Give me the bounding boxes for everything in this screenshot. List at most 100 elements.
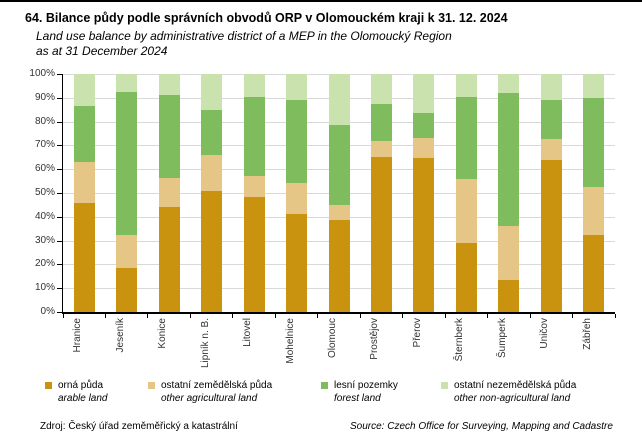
bar-segment-forest-land-Jesen-k <box>116 91 138 235</box>
y-axis-tick <box>57 121 62 123</box>
bar-segment-other-non-agricultural-land--ternberk <box>455 74 477 97</box>
x-axis-tick <box>232 314 234 318</box>
bar-segment-arable-land-Konice <box>158 207 180 312</box>
bar-segment-forest-land-Olomouc <box>328 125 350 205</box>
source-czech: Zdroj: Český úřad zeměměřický a katastrá… <box>40 421 238 432</box>
legend-label-en: arable land <box>58 393 108 404</box>
chart-title-czech: 64. Bilance půdy podle správních obvodů … <box>25 11 508 25</box>
bar-segment-other-agricultural-land-Z-b-eh <box>583 187 605 235</box>
y-axis-label: 70% <box>34 139 55 151</box>
legend-item-other-agricultural-land: ostatní zemědělská půda other agricultur… <box>148 380 272 404</box>
bar-segment-other-non-agricultural-land-Z-b-eh <box>583 74 605 98</box>
bar-segment-other-non-agricultural-land-Konice <box>158 74 180 96</box>
bar-segment-other-non-agricultural-land-Jesen-k <box>116 74 138 92</box>
chart-title-english-line2: as at 31 December 2024 <box>36 44 168 58</box>
legend-swatch-forest-land <box>321 382 328 389</box>
x-axis-tick <box>317 314 319 318</box>
x-axis-tick <box>147 314 149 318</box>
y-axis-label: 50% <box>34 187 55 198</box>
legend-item-forest-land: lesní pozemky forest land <box>321 380 398 404</box>
y-axis-tick <box>57 193 62 194</box>
legend-label-cs: orná půda <box>58 380 104 391</box>
bar-segment-forest-land-Uni-ov <box>540 100 562 140</box>
chart-title-english: Land use balance by administrative distr… <box>36 29 452 59</box>
bar-segment-forest-land-Z-b-eh <box>583 97 605 188</box>
x-axis-label-Uni-ov: Uničov <box>539 318 551 349</box>
bar-segment-other-agricultural-land--umperk <box>498 226 520 280</box>
x-axis-tick <box>189 314 191 318</box>
legend-swatch-other-agricultural-land <box>148 382 155 389</box>
x-axis-label-Hranice: Hranice <box>72 318 84 353</box>
y-axis-label: 20% <box>34 258 55 270</box>
bar-segment-other-non-agricultural-land-Olomouc <box>328 74 350 126</box>
bar-segment-other-agricultural-land-Olomouc <box>328 204 350 221</box>
x-axis-tick <box>572 314 574 318</box>
legend-label-cs: lesní pozemky <box>334 380 398 391</box>
legend-label-en: other agricultural land <box>161 393 258 404</box>
bar-segment-forest-land-Litovel <box>243 96 265 177</box>
y-axis-tick <box>57 169 62 171</box>
x-axis-tick <box>62 314 64 318</box>
x-axis-label--umperk: Šumperk <box>496 318 508 359</box>
legend-label-en: forest land <box>334 393 381 404</box>
x-axis-tick <box>487 314 489 318</box>
bar-segment-forest-land-Hranice <box>73 106 95 163</box>
x-axis-line <box>62 312 615 314</box>
bar-segment-arable-land-Uni-ov <box>540 159 562 312</box>
y-axis-label: 10% <box>34 282 55 294</box>
x-axis-tick <box>529 314 531 318</box>
y-axis-tick <box>57 264 62 266</box>
bar-segment-other-agricultural-land-Mohelnice <box>286 183 308 215</box>
y-axis-tick <box>57 74 62 75</box>
bar-segment-other-non-agricultural-land-Lipn-k-n-B- <box>201 74 223 110</box>
y-axis-tick <box>57 240 62 242</box>
y-axis-tick <box>57 97 62 99</box>
bar-segment-arable-land-Mohelnice <box>286 214 308 312</box>
y-axis-label: 90% <box>34 91 55 103</box>
bar-segment-other-agricultural-land--ternberk <box>455 178 477 243</box>
y-axis-label: 30% <box>34 234 55 246</box>
bar-segment-forest-land-Konice <box>158 95 180 178</box>
y-axis-tick <box>57 145 62 147</box>
x-axis-label-Litovel: Litovel <box>242 318 254 347</box>
bar-segment-arable-land-P-erov <box>413 158 435 312</box>
y-axis-tick <box>57 288 62 290</box>
x-axis-label-P-erov: Přerov <box>411 318 423 348</box>
bar-segment-arable-land--umperk <box>498 279 520 312</box>
y-axis-label: 40% <box>34 210 55 222</box>
bar-segment-other-agricultural-land-Konice <box>158 177 180 208</box>
bar-segment-arable-land--ternberk <box>455 242 477 312</box>
x-axis-label-Z-b-eh: Zábřeh <box>581 318 593 350</box>
bar-segment-arable-land-Litovel <box>243 196 265 312</box>
y-axis-label: 100% <box>29 68 55 79</box>
chart-title-english-line1: Land use balance by administrative distr… <box>36 29 452 43</box>
bar-segment-other-non-agricultural-land-Hranice <box>73 74 95 107</box>
bar-segment-forest-land--ternberk <box>455 96 477 179</box>
bar-segment-forest-land--umperk <box>498 93 520 227</box>
x-axis-tick <box>104 314 106 318</box>
x-axis-label-Prost-jov: Prostějov <box>369 318 381 360</box>
legend-label-en: other non-agricultural land <box>454 393 571 404</box>
bar-segment-other-non-agricultural-land-Uni-ov <box>540 74 562 101</box>
legend-label-cs: ostatní zemědělská půda <box>161 380 273 391</box>
bar-segment-other-agricultural-land-Hranice <box>73 162 95 203</box>
bar-segment-other-non-agricultural-land-Prost-jov <box>370 74 392 104</box>
y-axis-label: 0% <box>40 306 55 317</box>
x-axis-label-Jesen-k: Jeseník <box>114 318 126 353</box>
bar-segment-arable-land-Prost-jov <box>370 157 392 312</box>
x-axis-label-Lipn-k-n-B-: Lipník n. B. <box>199 318 211 369</box>
x-axis-label-Mohelnice: Mohelnice <box>284 318 296 364</box>
bar-segment-forest-land-P-erov <box>413 113 435 139</box>
bar-segment-other-non-agricultural-land-Litovel <box>243 74 265 97</box>
bar-segment-arable-land-Hranice <box>73 202 95 312</box>
bar-segment-other-agricultural-land-Uni-ov <box>540 139 562 160</box>
bar-segment-forest-land-Mohelnice <box>286 100 308 184</box>
bar-segment-forest-land-Prost-jov <box>370 103 392 141</box>
bar-segment-other-agricultural-land-Prost-jov <box>370 140 392 158</box>
y-axis-label: 60% <box>34 163 55 175</box>
bar-segment-other-agricultural-land-P-erov <box>413 138 435 159</box>
x-axis-label-Konice: Konice <box>157 318 169 349</box>
bar-segment-other-non-agricultural-land-Mohelnice <box>286 74 308 101</box>
legend-swatch-other-non-agricultural-land <box>441 382 448 389</box>
legend-swatch-arable-land <box>45 382 52 389</box>
